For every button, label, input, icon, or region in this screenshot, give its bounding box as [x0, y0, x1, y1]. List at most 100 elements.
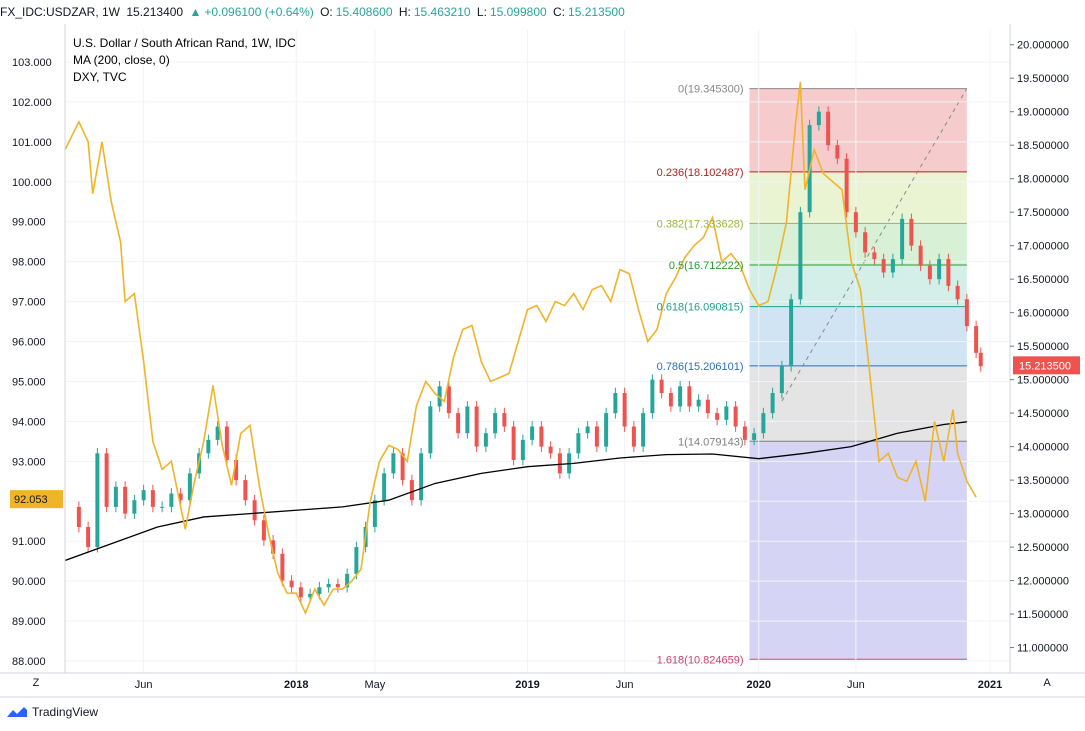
high-label: H: — [398, 5, 411, 19]
fib-zone — [749, 223, 967, 265]
tradingview-logo-icon — [7, 707, 27, 717]
candle-body — [548, 446, 553, 454]
right-price-axis[interactable]: 11.000000 11.500000 12.000000 12.500000 13.0… — [1010, 40, 1069, 655]
price-change: +0.096100 (+0.64%) — [204, 5, 314, 19]
tradingview-branding[interactable]: TradingView — [6, 705, 98, 719]
candle-body — [974, 326, 979, 353]
left-tick-label: 95.000 — [12, 376, 46, 388]
right-tick-label: 11.500000 — [1017, 609, 1068, 621]
low-value: 15.099800 — [489, 5, 547, 19]
candle-body — [650, 379, 655, 414]
fib-zone — [749, 88, 967, 172]
candle-body — [95, 453, 100, 548]
fibonacci-retracement[interactable] — [749, 88, 968, 660]
left-tick-label: 94.000 — [12, 416, 46, 428]
right-tick-label: 16.000000 — [1017, 308, 1069, 320]
legend-ma[interactable]: MA (200, close, 0) — [73, 53, 170, 67]
time-tick-label: Jun — [616, 679, 634, 691]
dxy-line — [65, 81, 977, 616]
fib-zone — [749, 441, 967, 660]
fib-level-label: 0.5(16.712222) — [669, 260, 744, 272]
candle-body — [483, 433, 488, 447]
line-series — [65, 81, 977, 616]
legend-dxy[interactable]: DXY, TVC — [73, 70, 127, 84]
chart-legend: U.S. Dollar / South African Rand, 1W, ID… — [73, 36, 296, 84]
candle-body — [446, 386, 451, 414]
left-tick-label: 90.000 — [12, 576, 46, 588]
candle-body — [391, 453, 396, 474]
candle-body — [955, 285, 960, 300]
candle-body — [835, 145, 840, 159]
candle-body — [474, 406, 479, 447]
candle-body — [789, 299, 794, 367]
right-tick-label: 19.000000 — [1017, 107, 1069, 119]
fib-level-label: 1.618(10.824659) — [657, 654, 744, 666]
time-axis[interactable]: Jun 2018 May 2019 Jun 2020 Jun 2021 — [135, 679, 1002, 691]
candle-body — [372, 500, 377, 527]
svg-text:15.213500: 15.213500 — [1019, 360, 1071, 372]
candle-body — [641, 413, 646, 447]
candle-body — [215, 426, 220, 440]
legend-main-series[interactable]: U.S. Dollar / South African Rand, 1W, ID… — [73, 36, 296, 50]
left-tick-label: 99.000 — [12, 217, 46, 229]
candle-body — [400, 453, 405, 481]
fibonacci-labels: 0(19.345300) 0.236(18.102487) 0.382(17.333… — [657, 84, 744, 667]
right-current-tag: 15.213500 — [1013, 356, 1080, 375]
low-label: L: — [476, 5, 487, 19]
time-tick-label: May — [364, 679, 385, 691]
left-tick-label: 103.000 — [12, 57, 52, 69]
candle-body — [345, 573, 350, 588]
left-tick-label: 96.000 — [12, 337, 46, 349]
candle-body — [594, 426, 599, 447]
candle-body — [224, 426, 229, 461]
candle-body — [678, 386, 683, 407]
candle-body — [937, 259, 942, 280]
candle-body — [150, 490, 155, 507]
right-tick-label: 11.000000 — [1017, 643, 1068, 655]
right-tick-label: 14.500000 — [1017, 408, 1069, 420]
candle-body — [826, 111, 831, 146]
right-tick-label: 15.500000 — [1017, 341, 1069, 353]
right-tick-label: 16.500000 — [1017, 274, 1069, 286]
candle-body — [234, 460, 239, 481]
left-tick-label: 97.000 — [12, 297, 46, 309]
candle-body — [742, 426, 747, 440]
candle-body — [668, 393, 673, 407]
candle-body — [585, 426, 590, 434]
candle-body — [428, 406, 433, 454]
candle-body — [456, 413, 461, 434]
candle-body — [659, 379, 664, 394]
candle-body — [141, 490, 146, 501]
candle-body — [317, 587, 322, 594]
fib-level-label: 0.786(15.206101) — [657, 361, 744, 373]
candle-body — [86, 526, 91, 548]
scale-z-label: Z — [33, 677, 40, 689]
left-tick-label: 89.000 — [12, 616, 46, 628]
candle-body — [178, 493, 183, 501]
candle-body — [382, 473, 387, 501]
candle-body — [252, 500, 257, 521]
right-tick-label: 18.000000 — [1017, 174, 1069, 186]
time-tick-label: Jun — [135, 679, 153, 691]
right-tick-label: 14.000000 — [1017, 442, 1069, 454]
high-value: 15.463210 — [413, 5, 471, 19]
left-tick-label: 93.000 — [12, 456, 46, 468]
candle-body — [409, 480, 414, 501]
candle-body — [243, 480, 248, 501]
time-tick-label: 2018 — [284, 679, 308, 691]
candle-body — [160, 506, 165, 508]
candle-body — [104, 453, 109, 507]
close-value: 15.213500 — [568, 5, 625, 19]
right-tick-label: 15.000000 — [1017, 375, 1069, 387]
right-tick-label: 13.000000 — [1017, 509, 1069, 521]
candle-body — [113, 486, 118, 507]
symbol-name[interactable]: FX_IDC:USDZAR, 1W — [0, 5, 121, 19]
fib-zone — [749, 171, 967, 224]
auto-scale-button[interactable]: A — [1043, 677, 1051, 689]
fib-zone — [749, 365, 967, 442]
candle-body — [715, 413, 720, 420]
price-chart[interactable]: 0(19.345300) 0.236(18.102487) 0.382(17.333… — [0, 24, 1085, 698]
candle-body — [206, 439, 211, 454]
candle-body — [881, 259, 886, 273]
scale-mode-left-button[interactable]: Z — [33, 677, 40, 689]
